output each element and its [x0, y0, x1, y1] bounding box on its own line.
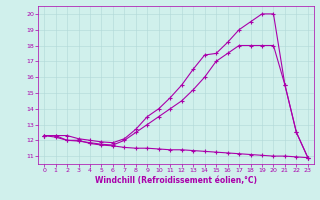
X-axis label: Windchill (Refroidissement éolien,°C): Windchill (Refroidissement éolien,°C) — [95, 176, 257, 185]
